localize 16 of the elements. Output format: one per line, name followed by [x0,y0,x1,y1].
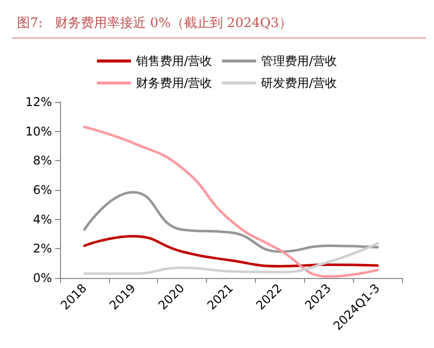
legend-label: 管理费用/营收 [261,54,338,68]
line-series [83,242,379,275]
y-tick-label: 10% [25,124,52,138]
line-series [83,190,379,253]
line-series [83,126,379,278]
legend-label: 销售费用/营收 [134,54,212,68]
y-tick-label: 0% [32,271,52,285]
y-tick-label: 2% [32,242,52,256]
legend-label: 研发费用/营收 [261,76,338,90]
legend-label: 财务费用/营收 [136,76,212,90]
chart-title: 图7: 财务费用率接近 0%（截止到 2024Q3） [17,15,292,31]
y-tick-label: 6% [32,183,52,197]
y-tick-label: 12% [25,95,52,109]
y-tick-label: 8% [32,154,52,168]
y-tick-label: 4% [32,212,52,226]
line-series [83,234,379,268]
